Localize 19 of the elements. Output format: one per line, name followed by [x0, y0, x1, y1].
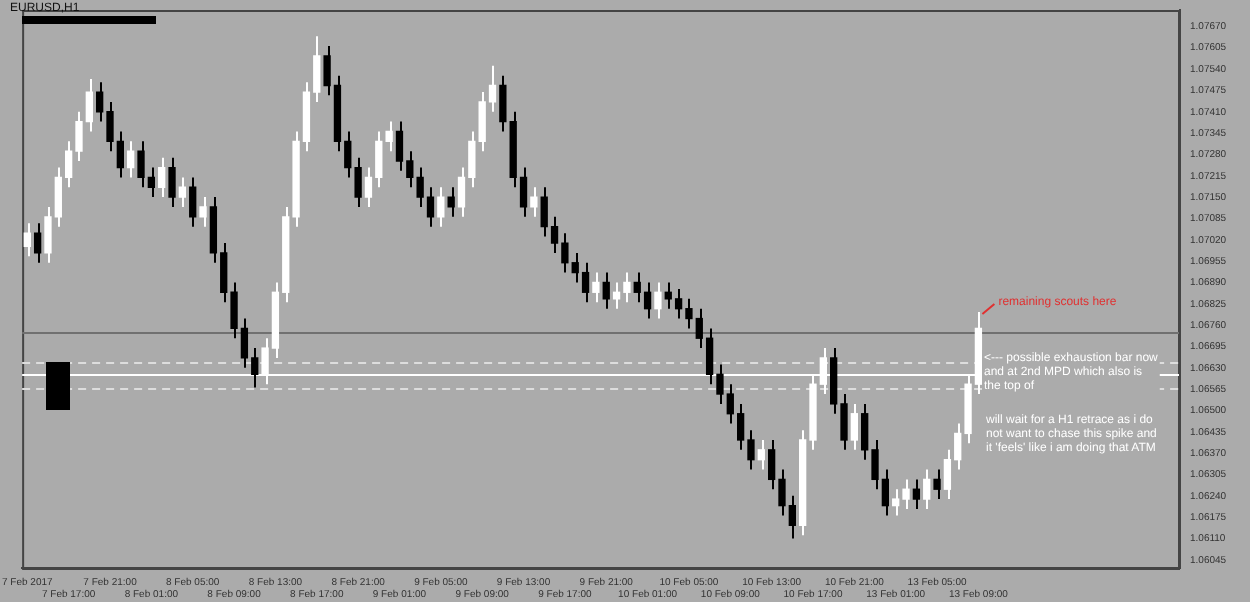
- candlestick: [933, 468, 941, 501]
- candlestick: [757, 438, 765, 471]
- candlestick: [530, 186, 538, 218]
- candlestick: [592, 271, 600, 304]
- candlestick: [127, 140, 135, 179]
- candlestick: [437, 186, 445, 228]
- candlestick: [654, 281, 662, 320]
- candlestick: [189, 176, 197, 228]
- candlestick: [923, 468, 931, 510]
- candlestick: [168, 156, 176, 208]
- candlestick: [850, 402, 859, 451]
- candlestick: [199, 196, 207, 228]
- candlestick: [602, 271, 610, 310]
- candlestick: [447, 186, 455, 218]
- candlestick: [178, 176, 187, 208]
- candlestick: [23, 222, 31, 258]
- candlestick: [33, 222, 42, 264]
- candlestick: [158, 156, 166, 199]
- candlestick: [912, 478, 921, 510]
